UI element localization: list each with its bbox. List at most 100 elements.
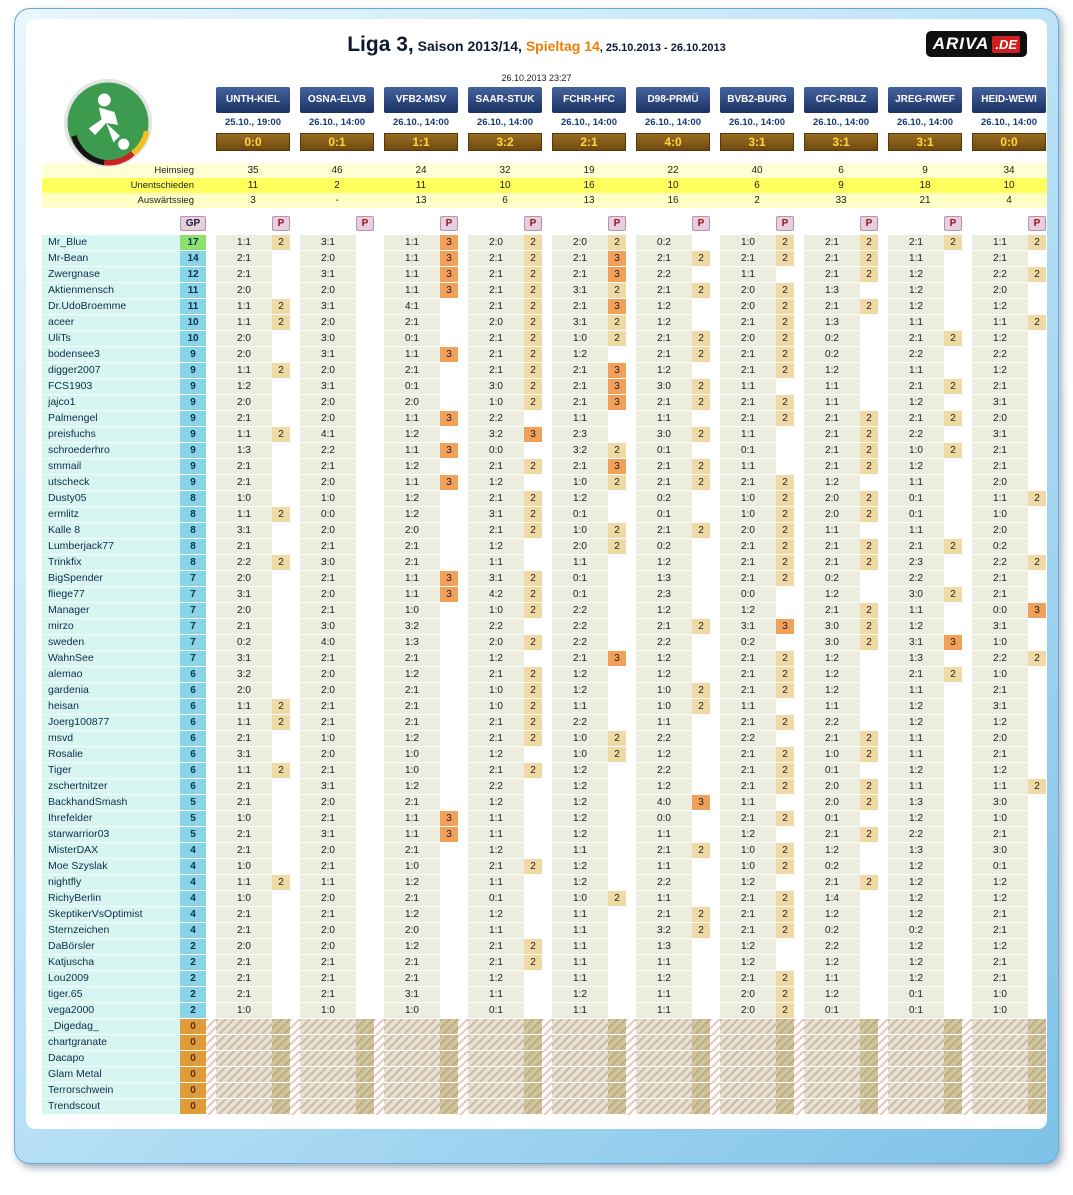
player-name[interactable]: preisfuchs [42, 427, 180, 443]
player-name[interactable]: DaBörsler [42, 939, 180, 955]
player-name[interactable]: Moe Szyslak [42, 859, 180, 875]
prediction: 2:1 [636, 395, 692, 411]
player-name[interactable]: Terrorschwein [42, 1083, 180, 1099]
player-name[interactable]: Dr.UdoBroemme [42, 299, 180, 315]
prediction: 2:0 [216, 939, 272, 955]
prediction: 2:1 [384, 971, 440, 987]
ariva-logo[interactable]: ARIVA .DE [925, 31, 1027, 57]
player-name[interactable]: heisan [42, 699, 180, 715]
prediction-points [272, 843, 290, 859]
prediction-points [776, 587, 794, 603]
player-total-points: 2 [180, 939, 206, 955]
player-name[interactable]: Glam Metal [42, 1067, 180, 1083]
match-teams[interactable]: OSNA-ELVB [300, 87, 374, 113]
player-name[interactable]: mirzo [42, 619, 180, 635]
prediction: 2:1 [552, 363, 608, 379]
column-gap [794, 411, 804, 427]
player-name[interactable]: schroederhro [42, 443, 180, 459]
player-name[interactable]: Aktienmensch [42, 283, 180, 299]
column-gap [206, 115, 216, 131]
player-name[interactable]: Sternzeichen [42, 923, 180, 939]
player-name[interactable]: fliege77 [42, 587, 180, 603]
prediction: 1:1 [384, 267, 440, 283]
player-name[interactable]: Lumberjack77 [42, 539, 180, 555]
player-name[interactable]: WahnSee [42, 651, 180, 667]
prediction-points: 3 [440, 347, 458, 363]
match-teams[interactable]: VFB2-MSV [384, 87, 458, 113]
prediction-points [440, 875, 458, 891]
player-name[interactable]: Joerg100877 [42, 715, 180, 731]
player-name[interactable]: gardenia [42, 683, 180, 699]
player-name[interactable]: _Digedag_ [42, 1019, 180, 1035]
player-name[interactable]: aceer [42, 315, 180, 331]
player-name[interactable]: Manager [42, 603, 180, 619]
player-name[interactable]: tiger.65 [42, 987, 180, 1003]
match-teams[interactable]: D98-PRMÜ [636, 87, 710, 113]
player-name[interactable]: Tiger [42, 763, 180, 779]
player-name[interactable]: BigSpender [42, 571, 180, 587]
prediction-points [356, 651, 374, 667]
prediction: 1:0 [720, 491, 776, 507]
player-name[interactable]: UliTs [42, 331, 180, 347]
player-name[interactable]: vega2000 [42, 1003, 180, 1019]
column-gap [626, 907, 636, 923]
player-name[interactable]: BackhandSmash [42, 795, 180, 811]
player-name[interactable]: bodensee3 [42, 347, 180, 363]
match-teams[interactable]: HEID-WEWI [972, 87, 1046, 113]
player-name[interactable]: jajco1 [42, 395, 180, 411]
prediction-points [860, 955, 878, 971]
player-name[interactable]: Zwergnase [42, 267, 180, 283]
player-name[interactable]: Dacapo [42, 1051, 180, 1067]
prediction-points: 3 [776, 619, 794, 635]
column-gap [374, 491, 384, 507]
player-name[interactable]: starwarrior03 [42, 827, 180, 843]
match-teams[interactable]: SAAR-STUK [468, 87, 542, 113]
column-gap [290, 1099, 300, 1115]
player-name[interactable]: Dusty05 [42, 491, 180, 507]
column-gap [542, 587, 552, 603]
column-gap [290, 379, 300, 395]
column-gap [206, 795, 216, 811]
player-name[interactable]: Rosalie [42, 747, 180, 763]
player-name[interactable]: Lou2009 [42, 971, 180, 987]
match-teams[interactable]: BVB2-BURG [720, 87, 794, 113]
player-name[interactable]: ermlitz [42, 507, 180, 523]
player-name[interactable]: Mr_Blue [42, 235, 180, 251]
match-teams[interactable]: JREG-RWEF [888, 87, 962, 113]
player-name[interactable]: msvd [42, 731, 180, 747]
prediction: 1:2 [720, 939, 776, 955]
prediction: 2:1 [720, 411, 776, 427]
player-name[interactable]: utscheck [42, 475, 180, 491]
prediction-points: 3 [440, 251, 458, 267]
player-name[interactable]: Trendscout [42, 1099, 180, 1115]
column-gap [962, 216, 972, 232]
player-name[interactable]: Trinkfix [42, 555, 180, 571]
column-gap [542, 315, 552, 331]
player-name[interactable]: zschertnitzer [42, 779, 180, 795]
player-name[interactable]: smmail [42, 459, 180, 475]
match-teams[interactable]: UNTH-KIEL [216, 87, 290, 113]
column-gap [458, 571, 468, 587]
prediction-points: 2 [860, 635, 878, 651]
player-name[interactable]: sweden [42, 635, 180, 651]
prediction: 1:0 [468, 683, 524, 699]
player-name[interactable]: nightfly [42, 875, 180, 891]
player-name[interactable]: digger2007 [42, 363, 180, 379]
player-name[interactable]: Ihrefelder [42, 811, 180, 827]
player-name[interactable]: chartgranate [42, 1035, 180, 1051]
prediction: 2:1 [804, 411, 860, 427]
player-name[interactable]: SkeptikerVsOptimist [42, 907, 180, 923]
player-name[interactable]: alemao [42, 667, 180, 683]
player-name[interactable]: FCS1903 [42, 379, 180, 395]
player-name[interactable]: Kalle 8 [42, 523, 180, 539]
player-name[interactable]: MisterDAX [42, 843, 180, 859]
player-name[interactable]: Katjuscha [42, 955, 180, 971]
prediction-points [1028, 283, 1046, 299]
player-name[interactable]: RichyBerlin [42, 891, 180, 907]
match-teams[interactable]: CFC-RBLZ [804, 87, 878, 113]
player-total-points: 0 [180, 1019, 206, 1035]
prediction-points [272, 651, 290, 667]
player-name[interactable]: Palmengel [42, 411, 180, 427]
match-teams[interactable]: FCHR-HFC [552, 87, 626, 113]
player-name[interactable]: Mr-Bean [42, 251, 180, 267]
